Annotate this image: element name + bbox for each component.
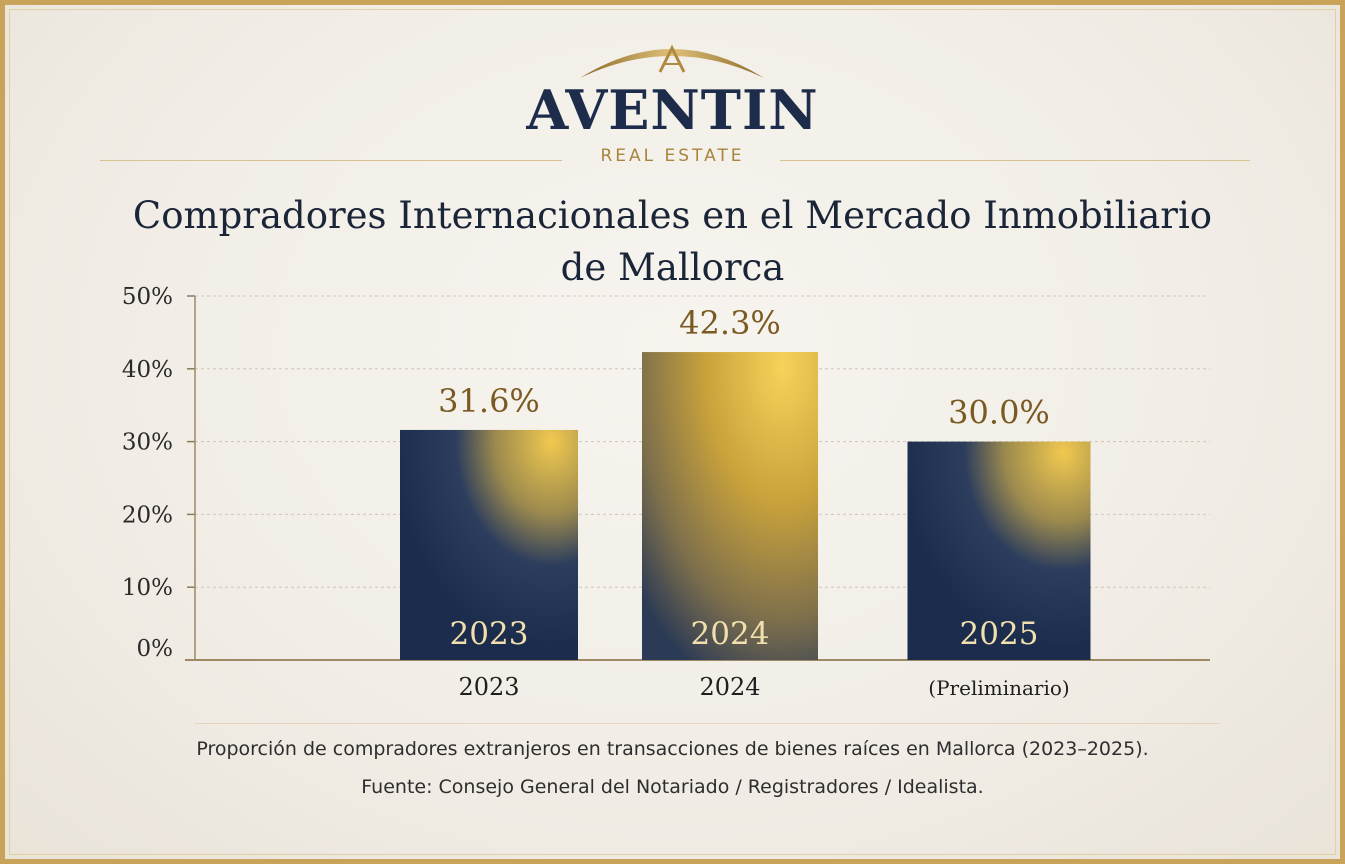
divider-right [780, 160, 1250, 161]
chart-title-line-1: Compradores Internacionales en el Mercad… [132, 194, 1213, 237]
chart-title-line-2: de Mallorca [560, 246, 785, 289]
divider-left [100, 160, 562, 161]
caption-divider [195, 723, 1220, 724]
y-tick-label: 40% [122, 357, 173, 383]
bar-2023 [400, 429, 578, 660]
chart-description: Proporción de compradores extranjeros en… [196, 738, 1149, 760]
y-tick-label: 20% [122, 502, 173, 528]
y-tick-label: 10% [122, 575, 173, 601]
brand-tagline: REAL ESTATE [600, 146, 745, 166]
chart-title: Compradores Internacionales en el Mercad… [0, 190, 1345, 294]
y-tick-label: 50% [122, 284, 173, 310]
bar-2024 [642, 352, 818, 660]
bar-2025 [907, 441, 1091, 660]
value-label: 31.6% [438, 382, 540, 420]
y-tick-label: 30% [122, 430, 173, 456]
x-tick-label: 2024 [699, 673, 760, 701]
chart-source: Fuente: Consejo General del Notariado / … [361, 776, 984, 798]
bar-inner-label: 2025 [960, 616, 1039, 652]
bar-inner-label: 2023 [450, 616, 529, 652]
y-tick-label: 0% [137, 636, 174, 662]
value-label: 42.3% [679, 304, 781, 342]
roof-logo-icon [580, 44, 764, 78]
value-label: 30.0% [948, 394, 1050, 432]
x-tick-label: 2023 [458, 673, 519, 701]
bar-inner-label: 2024 [691, 616, 770, 652]
x-tick-label: (Preliminario) [928, 676, 1069, 700]
brand-name: AVENTIN [526, 78, 819, 142]
